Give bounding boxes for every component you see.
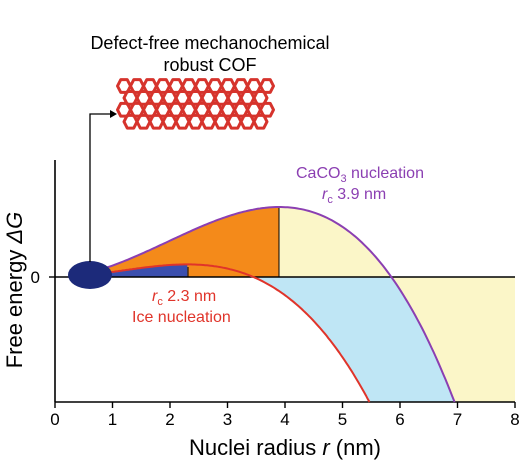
cof-connector (89, 113, 110, 262)
ice-rc-symbol: r (152, 288, 158, 305)
orange-region (83, 207, 280, 277)
y-axis-title: Free energy ΔG (2, 212, 27, 369)
x-axis-title-unit: (nm) (330, 435, 381, 460)
caco3-rc-sub: c (327, 194, 333, 206)
ice-label: Ice nucleation (132, 309, 231, 326)
ice-rc-label: rc 2.3 nm (152, 288, 216, 308)
caco3-curve (83, 206, 456, 403)
light-blue-region (187, 264, 455, 402)
y-axis-title-text: Free energy (2, 244, 27, 369)
x-tick-label: 4 (280, 410, 289, 429)
x-axis-title-text: Nuclei radius (189, 435, 322, 460)
ice-rc-value: 2.3 nm (163, 288, 216, 305)
ice-rc-sub: c (157, 296, 163, 308)
x-tick-label: 7 (453, 410, 462, 429)
caco3-subscript: 3 (340, 173, 346, 185)
x-tick-label: 8 (510, 410, 519, 429)
y-axis-title-symbol: ΔG (2, 212, 27, 245)
x-tick-label: 1 (108, 410, 117, 429)
caco3-rc-label: rc 3.9 nm (322, 186, 386, 206)
cof-ellipse (68, 261, 112, 289)
y-tick-zero: 0 (31, 268, 40, 287)
region-fills (83, 207, 515, 402)
x-axis-title-symbol: r (322, 435, 331, 460)
x-tick-label: 3 (223, 410, 232, 429)
axes: 0 1 2 3 4 5 6 7 8 (49, 160, 520, 429)
ice-curve (83, 263, 371, 403)
caco3-prefix: CaCO (296, 165, 340, 182)
caco3-rc-value: 3.9 nm (333, 186, 386, 203)
x-tick-label: 6 (395, 410, 404, 429)
caco3-suffix: nucleation (347, 165, 424, 182)
x-ticks: 0 1 2 3 4 5 6 7 8 (50, 402, 520, 429)
yellow-region (279, 207, 515, 402)
x-axis-title: Nuclei radius r (nm) (189, 435, 381, 460)
x-tick-label: 2 (165, 410, 174, 429)
cof-label-line2: robust COF (163, 55, 256, 75)
x-tick-label: 0 (50, 410, 59, 429)
connector-arrow-icon (110, 110, 117, 118)
cof-lattice-bonds (116, 78, 275, 130)
caco3-label: CaCO3 nucleation (296, 165, 424, 185)
cof-label-line1: Defect-free mechanochemical (90, 33, 329, 53)
x-tick-label: 5 (338, 410, 347, 429)
caco3-rc-symbol: r (322, 186, 328, 203)
cof-lattice-image (116, 78, 275, 130)
